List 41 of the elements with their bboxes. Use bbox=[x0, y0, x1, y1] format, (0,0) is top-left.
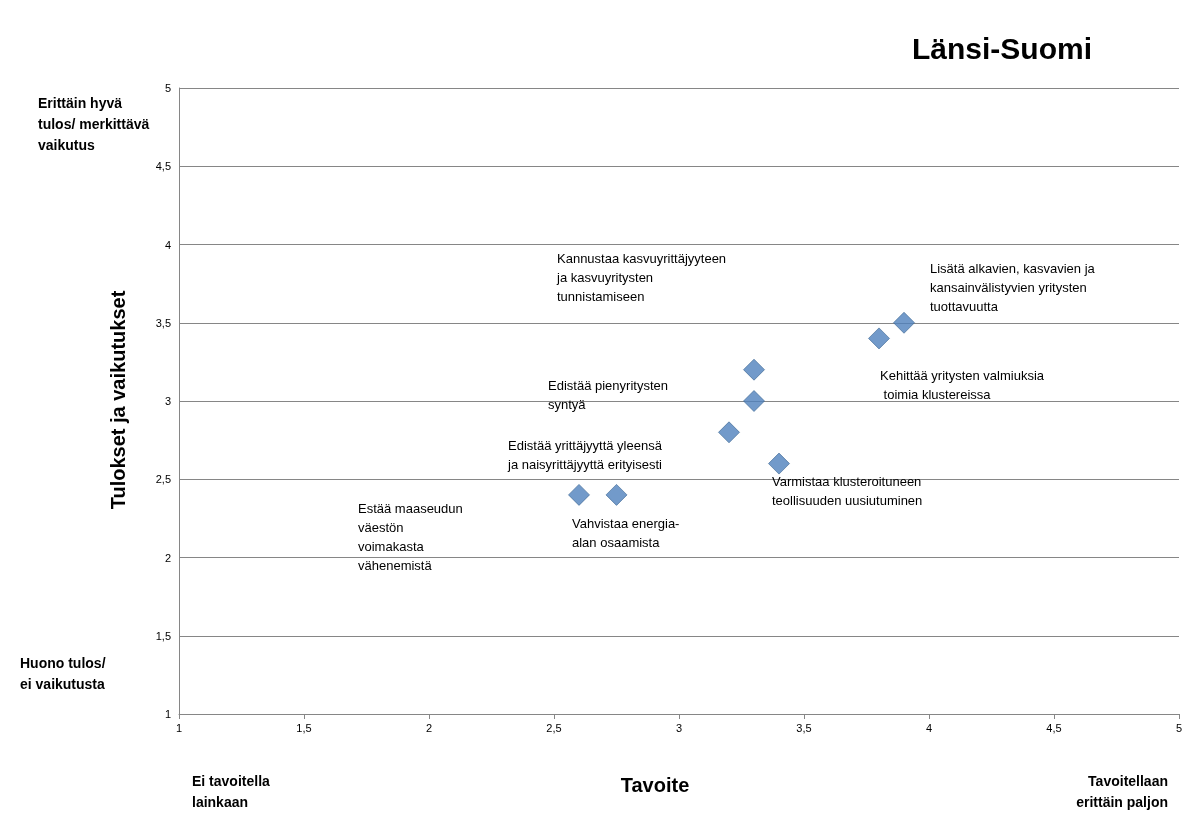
x-tick-label: 4 bbox=[925, 721, 933, 734]
point bbox=[568, 484, 590, 506]
chart-title: Länsi-Suomi bbox=[911, 31, 1092, 65]
y-tick-label: 5 bbox=[164, 82, 171, 94]
annotation: Varmistaa klusteroituneen teollisuuden uusiutuminen bbox=[772, 474, 923, 508]
x-tick-label: 1,5 bbox=[296, 721, 312, 734]
point bbox=[718, 421, 740, 444]
y-tick-label: 3,5 bbox=[155, 316, 171, 329]
point bbox=[743, 390, 765, 412]
y-tick-label: 4 bbox=[164, 238, 171, 251]
y-tick-label: 2 bbox=[164, 551, 171, 564]
text: Erittäin hyvä tulos/ merkittävä vaikutus bbox=[38, 94, 150, 153]
point bbox=[743, 358, 765, 381]
y-tick-label: 1,5 bbox=[155, 629, 171, 642]
x-tick-label: 2 bbox=[425, 721, 433, 734]
x-tick-label: 4,5 bbox=[1046, 721, 1062, 734]
point bbox=[893, 311, 915, 334]
text: Ei tavoitella lainkaan bbox=[192, 772, 271, 810]
y-tick-label: 3 bbox=[164, 395, 171, 407]
x-axis-title: Tavoite bbox=[620, 774, 690, 796]
x-tick-label: 1 bbox=[175, 721, 183, 734]
annotation: Estää maaseudun väestön voimakasta vähenemistä bbox=[358, 501, 463, 573]
annotation: Edistää yrittäjyyttä yleensä ja naisyrittäjyyttä erityisesti bbox=[507, 438, 663, 472]
point bbox=[768, 452, 790, 475]
annotation: Edistää pienyritysten syntyä bbox=[548, 378, 668, 412]
text: Huono tulos/ ei vaikutusta bbox=[20, 654, 106, 692]
point bbox=[868, 327, 890, 350]
y-tick-label: 4,5 bbox=[155, 160, 171, 173]
y-axis-title: Tulokset ja vaikutukset bbox=[107, 290, 129, 510]
text: Tavoitellaan erittäin paljon bbox=[1076, 772, 1168, 810]
x-tick-label: 3,5 bbox=[796, 721, 812, 734]
annotation: Kehittää yritysten valmiuksia toimia klustereissa bbox=[880, 368, 1045, 402]
x-tick-label: 3 bbox=[675, 721, 683, 734]
y-tick-label: 2,5 bbox=[155, 473, 171, 486]
annotation: Vahvistaa energia- alan osaamista bbox=[572, 516, 680, 550]
y-tick-label: 1 bbox=[164, 708, 171, 720]
annotation: Kannustaa kasvuyrittäjyyteen ja kasvuyritysten tunnistamiseen bbox=[556, 251, 727, 304]
point bbox=[605, 484, 628, 506]
annotation: Lisätä alkavien, kasvavien ja kansainvälistyvien yritysten tuottavuutta bbox=[930, 261, 1096, 314]
x-tick-label: 5 bbox=[1175, 721, 1183, 734]
x-tick-label: 2,5 bbox=[546, 721, 562, 734]
